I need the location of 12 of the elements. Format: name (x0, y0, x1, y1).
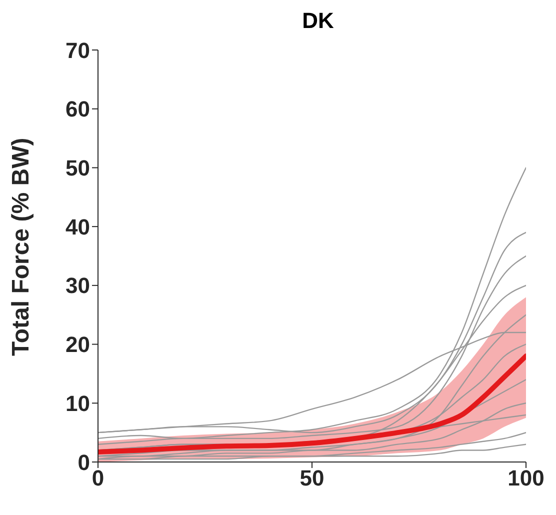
y-tick-label: 60 (66, 96, 90, 122)
chart-title: DK (302, 8, 334, 33)
y-tick-label: 10 (66, 390, 90, 416)
y-tick-label: 30 (66, 273, 90, 298)
y-tick-label: 0 (78, 450, 90, 475)
x-tick-label: 100 (508, 466, 544, 491)
x-tick-label: 50 (300, 466, 324, 491)
y-tick-label: 50 (66, 156, 90, 181)
y-axis-title: Total Force (% BW) (8, 138, 35, 356)
y-tick-label: 20 (66, 332, 90, 358)
y-tick-label: 70 (66, 38, 90, 63)
y-tick-label: 40 (66, 214, 90, 240)
